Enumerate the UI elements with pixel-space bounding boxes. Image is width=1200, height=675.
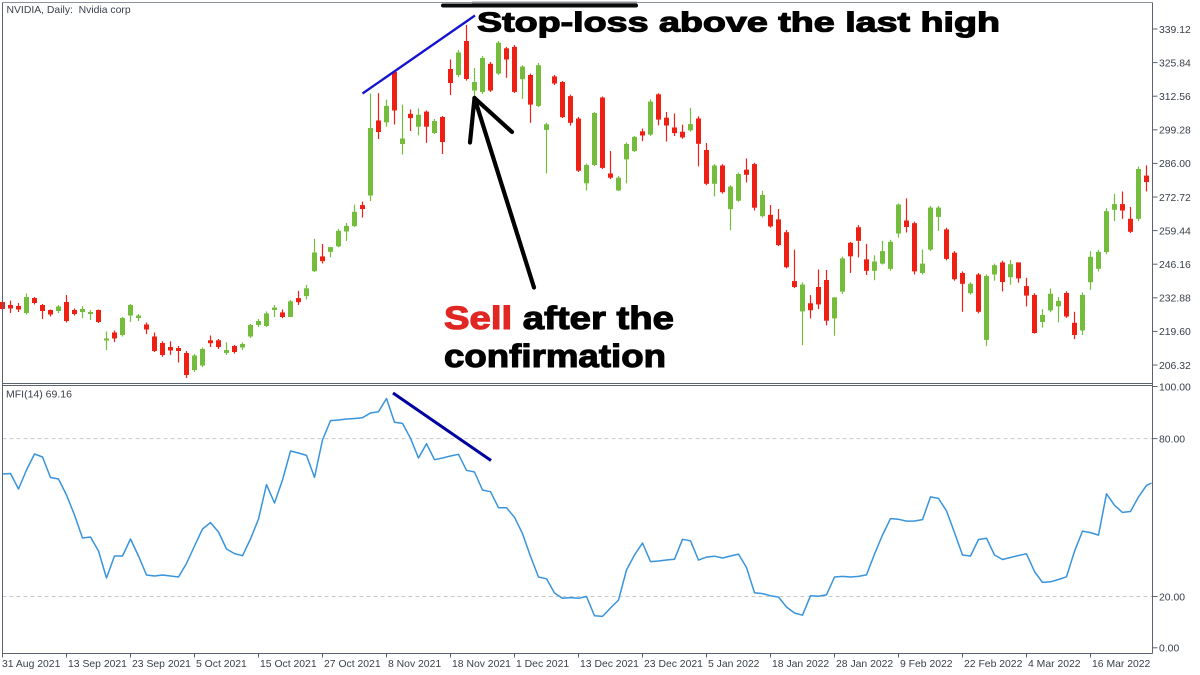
svg-text:13 Sep 2021: 13 Sep 2021	[68, 659, 127, 670]
svg-text:MFI(14) 69.16: MFI(14) 69.16	[6, 389, 72, 401]
svg-text:23 Dec 2021: 23 Dec 2021	[644, 659, 703, 670]
svg-text:18 Jan 2022: 18 Jan 2022	[772, 659, 829, 670]
svg-text:259.44: 259.44	[1159, 226, 1191, 237]
svg-text:325.84: 325.84	[1159, 58, 1191, 69]
svg-text:27 Oct 2021: 27 Oct 2021	[324, 659, 381, 670]
svg-text:NVIDIA, Daily: Nvidia corp: NVIDIA, Daily: Nvidia corp	[7, 5, 131, 16]
svg-text:0.00: 0.00	[1159, 644, 1179, 655]
svg-text:299.28: 299.28	[1159, 126, 1191, 137]
svg-text:80.00: 80.00	[1159, 434, 1185, 445]
svg-text:22 Feb 2022: 22 Feb 2022	[964, 659, 1023, 670]
svg-text:8 Nov 2021: 8 Nov 2021	[388, 659, 441, 670]
svg-text:16 Mar 2022: 16 Mar 2022	[1092, 659, 1151, 670]
svg-text:confirmation: confirmation	[444, 338, 666, 374]
svg-text:23 Sep 2021: 23 Sep 2021	[132, 659, 191, 670]
svg-text:312.56: 312.56	[1159, 92, 1191, 103]
svg-text:15 Oct 2021: 15 Oct 2021	[260, 659, 317, 670]
svg-text:339.12: 339.12	[1159, 25, 1191, 36]
svg-text:13 Dec 2021: 13 Dec 2021	[580, 659, 639, 670]
svg-text:Sell after the: Sell after the	[444, 300, 674, 336]
svg-text:Stop-loss above the last high: Stop-loss above the last high	[477, 7, 1000, 38]
svg-text:28 Jan 2022: 28 Jan 2022	[836, 659, 893, 670]
svg-text:18 Nov 2021: 18 Nov 2021	[452, 659, 511, 670]
svg-text:272.72: 272.72	[1159, 193, 1191, 204]
svg-text:232.88: 232.88	[1159, 294, 1191, 305]
svg-text:246.16: 246.16	[1159, 260, 1191, 271]
svg-text:31 Aug 2021: 31 Aug 2021	[2, 659, 61, 670]
svg-text:100.00: 100.00	[1159, 383, 1191, 394]
svg-text:286.00: 286.00	[1159, 159, 1191, 170]
svg-text:219.60: 219.60	[1159, 327, 1191, 338]
svg-text:4 Mar 2022: 4 Mar 2022	[1028, 659, 1081, 670]
svg-text:9 Feb 2022: 9 Feb 2022	[900, 659, 953, 670]
svg-text:20.00: 20.00	[1159, 592, 1185, 603]
svg-text:5 Jan 2022: 5 Jan 2022	[708, 659, 760, 670]
svg-text:1 Dec 2021: 1 Dec 2021	[516, 659, 569, 670]
svg-text:5 Oct 2021: 5 Oct 2021	[196, 659, 247, 670]
svg-text:206.32: 206.32	[1159, 361, 1191, 372]
